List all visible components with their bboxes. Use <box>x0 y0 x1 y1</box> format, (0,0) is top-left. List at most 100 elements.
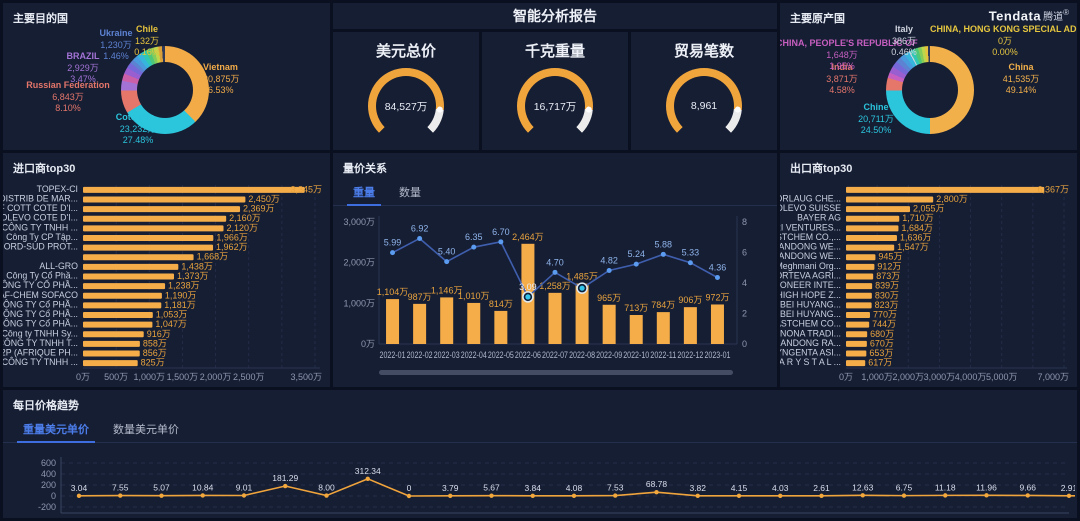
donut-label: Ukraine 1,230万 1.46% <box>99 28 133 62</box>
bar <box>83 321 153 328</box>
daily-price-svg: 6004002000-2003.042022-01-017.552022-01-… <box>38 457 1075 514</box>
svg-text:1,181万: 1,181万 <box>164 300 196 310</box>
svg-text:1,684万: 1,684万 <box>901 223 933 233</box>
svg-text:9.66: 9.66 <box>1019 482 1036 492</box>
svg-text:11.18: 11.18 <box>935 482 956 492</box>
svg-text:1,547万: 1,547万 <box>897 242 929 252</box>
svg-text:2022-02: 2022-02 <box>407 350 433 360</box>
svg-text:AF COTT COTE D'I...: AF COTT COTE D'I... <box>3 203 78 213</box>
svg-text:653万: 653万 <box>869 348 893 358</box>
svg-text:1,238万: 1,238万 <box>168 281 200 291</box>
tab-数量美元单价[interactable]: 数量美元单价 <box>113 424 179 436</box>
svg-text:1,258万: 1,258万 <box>539 281 571 291</box>
svg-text:987万: 987万 <box>408 292 432 302</box>
svg-text:1,047万: 1,047万 <box>155 319 187 329</box>
gauge-card-0: 美元总价 84,527万 <box>333 32 479 150</box>
bar <box>83 360 138 367</box>
bar <box>846 283 873 290</box>
svg-text:CÔNG TY Cổ PHẦ...: CÔNG TY Cổ PHẦ... <box>3 309 78 319</box>
tab-重量[interactable]: 重量 <box>343 181 385 206</box>
donut-label: Italy 386万 0.46% <box>891 24 917 58</box>
donut-label: Chile 132万 0.16% <box>134 24 160 58</box>
exporters-title: 出口商top30 <box>790 163 853 175</box>
svg-text:1,053万: 1,053万 <box>156 310 188 320</box>
svg-text:3.04: 3.04 <box>71 483 88 493</box>
svg-text:ANONA TRADI...: ANONA TRADI... <box>780 328 841 338</box>
importers-svg: 0万 500万 1,000万 1,500万 2,000万 2,500万 3,500万 TOPE… <box>3 184 322 382</box>
svg-text:CÔNG TY Cổ PHẦ...: CÔNG TY Cổ PHẦ... <box>3 299 78 309</box>
svg-text:A R Y S T A L ...: A R Y S T A L ... <box>780 357 841 367</box>
tab-数量[interactable]: 数量 <box>399 187 421 199</box>
svg-text:823万: 823万 <box>875 300 899 310</box>
svg-text:839万: 839万 <box>875 281 899 291</box>
svg-text:3,000万: 3,000万 <box>924 372 956 382</box>
svg-text:3.84: 3.84 <box>524 483 541 493</box>
kpi-gauges: 美元总价 84,527万 千克重量 16,717万 贸易笔数 8,961 <box>333 32 777 150</box>
bar <box>846 350 867 357</box>
svg-text:1,104万: 1,104万 <box>377 287 409 297</box>
svg-text:4: 4 <box>742 278 747 288</box>
data-point <box>571 493 577 498</box>
svg-text:ALL-GRO: ALL-GRO <box>39 261 78 271</box>
tab-重量美元单价[interactable]: 重量美元单价 <box>13 418 99 443</box>
svg-text:856万: 856万 <box>143 348 167 358</box>
svg-text:1,500万: 1,500万 <box>167 372 199 382</box>
data-point <box>695 493 700 498</box>
bar <box>846 225 899 232</box>
gauge-value: 8,961 <box>690 100 718 112</box>
svg-text:HEBEI HUYANG...: HEBEI HUYANG... <box>780 299 841 309</box>
panel-exporters: 出口商top30 0万 1,000万 2,000万 3,000万 4,000万 5,000… <box>780 153 1077 387</box>
svg-text:0: 0 <box>51 491 56 501</box>
destinations-title: 主要目的国 <box>13 13 68 25</box>
svg-text:2022-07: 2022-07 <box>542 350 568 360</box>
svg-text:1,010万: 1,010万 <box>458 291 490 301</box>
bar <box>683 307 697 344</box>
data-point <box>448 493 453 498</box>
h-scrollbar[interactable] <box>379 370 733 375</box>
logo-cn-text: 腾道 <box>1043 12 1064 24</box>
svg-text:1,190万: 1,190万 <box>165 290 197 300</box>
svg-text:2022-08: 2022-08 <box>569 350 595 360</box>
data-point <box>984 493 989 498</box>
data-point <box>901 493 907 498</box>
data-point <box>778 493 783 498</box>
donut-label: Russian Federation 6,843万 8.10% <box>26 80 110 114</box>
svg-text:4.36: 4.36 <box>709 263 727 273</box>
svg-text:4.03: 4.03 <box>772 483 789 493</box>
svg-text:181.29: 181.29 <box>272 473 298 483</box>
donut-label: Vietnam 30,875万 36.53% <box>203 62 240 96</box>
gauge-card-2: 贸易笔数 8,961 <box>631 32 777 150</box>
bar <box>413 303 427 344</box>
bar <box>83 302 162 309</box>
bar <box>548 292 562 344</box>
data-point <box>159 493 164 498</box>
svg-text:11.96: 11.96 <box>976 482 997 492</box>
data-point <box>283 483 288 489</box>
svg-text:400: 400 <box>41 469 56 479</box>
bar <box>846 234 897 241</box>
gauge-title: 美元总价 <box>375 43 436 60</box>
svg-text:2023-01: 2023-01 <box>704 350 730 360</box>
bar <box>467 302 481 344</box>
svg-text:200: 200 <box>41 480 56 490</box>
svg-text:2,500万: 2,500万 <box>233 372 265 382</box>
bar <box>494 310 508 344</box>
bar <box>83 244 214 251</box>
bar <box>83 331 144 338</box>
bar <box>846 254 876 261</box>
data-point <box>943 493 948 498</box>
donut-label: Chine 20,711万 24.50% <box>858 102 894 136</box>
gauge-card-1: 千克重量 16,717万 <box>482 32 628 150</box>
svg-text:617万: 617万 <box>868 358 892 368</box>
svg-text:713万: 713万 <box>624 303 648 313</box>
donut-ring <box>121 46 209 134</box>
svg-text:1,962万: 1,962万 <box>216 242 248 252</box>
data-point <box>200 493 205 498</box>
svg-text:1,000万: 1,000万 <box>861 372 893 382</box>
bar <box>846 312 870 319</box>
bar <box>846 331 868 338</box>
data-point <box>860 493 865 498</box>
svg-text:10.84: 10.84 <box>192 482 214 492</box>
svg-text:DISTRIB DE MAR...: DISTRIB DE MAR... <box>3 193 78 203</box>
data-point <box>530 493 535 498</box>
